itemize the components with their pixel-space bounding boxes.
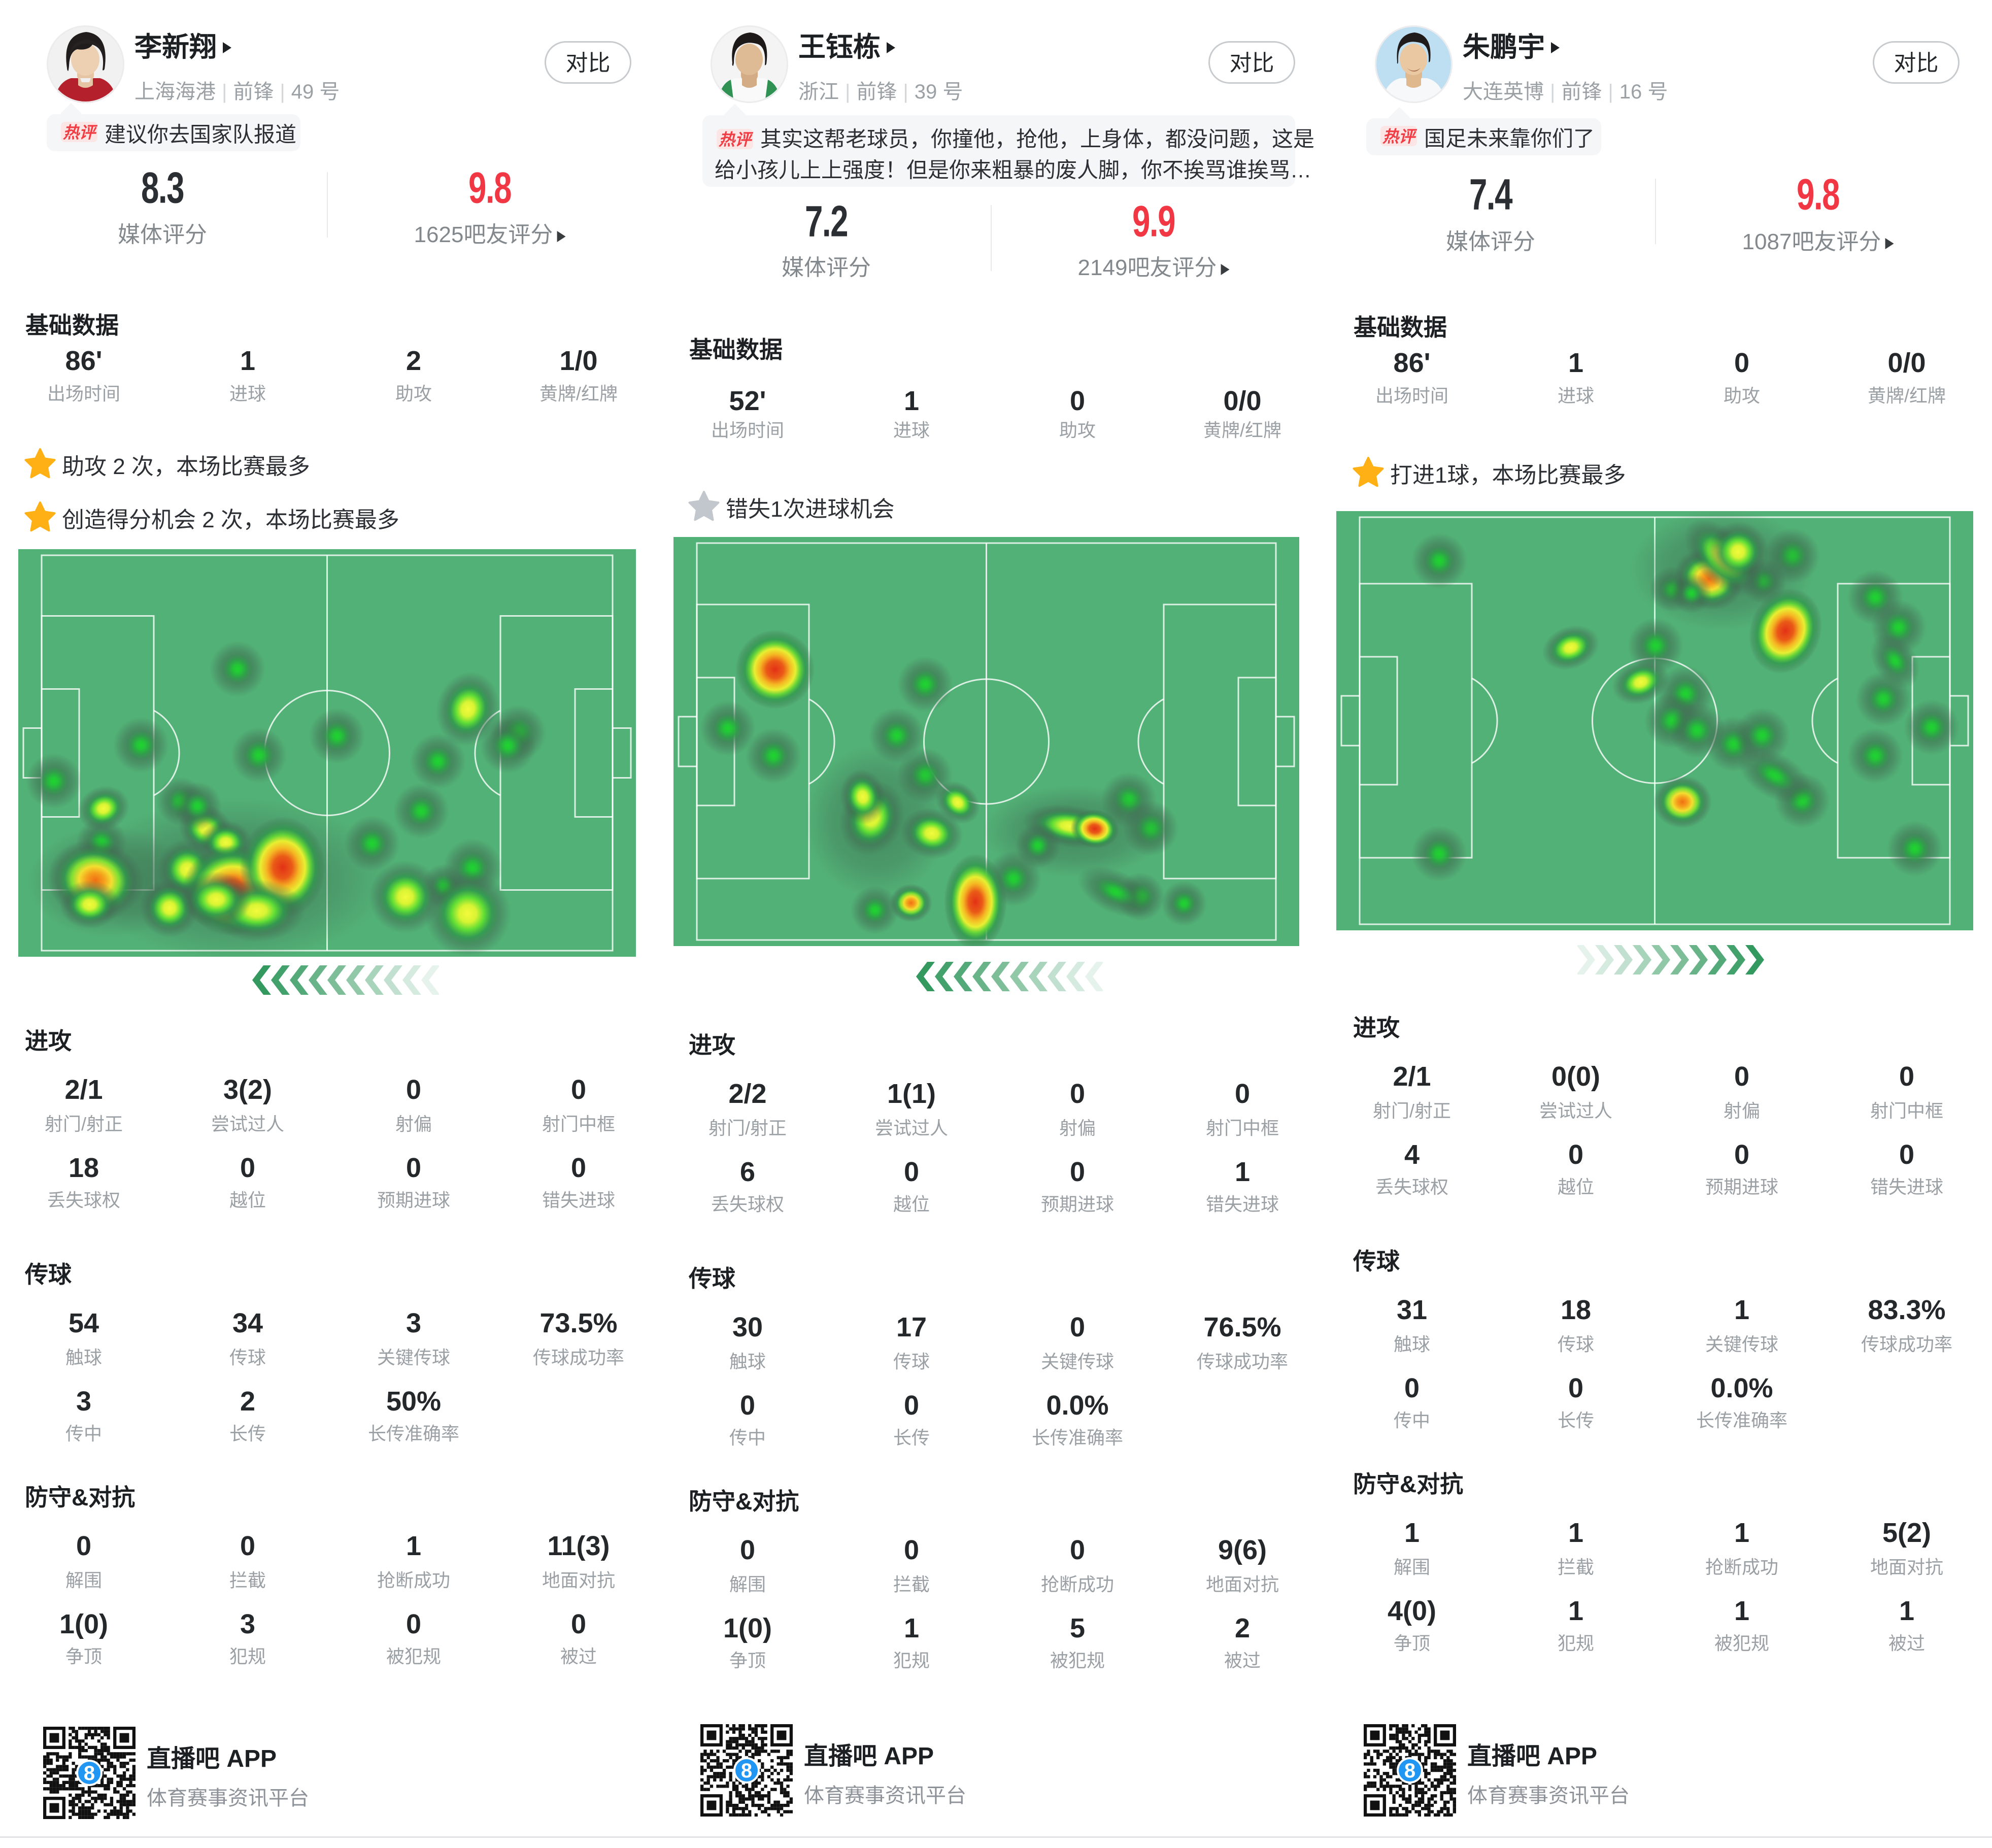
svg-text:8: 8 [1404, 1760, 1415, 1782]
svg-text:8: 8 [741, 1760, 752, 1782]
svg-text:8: 8 [84, 1762, 95, 1785]
